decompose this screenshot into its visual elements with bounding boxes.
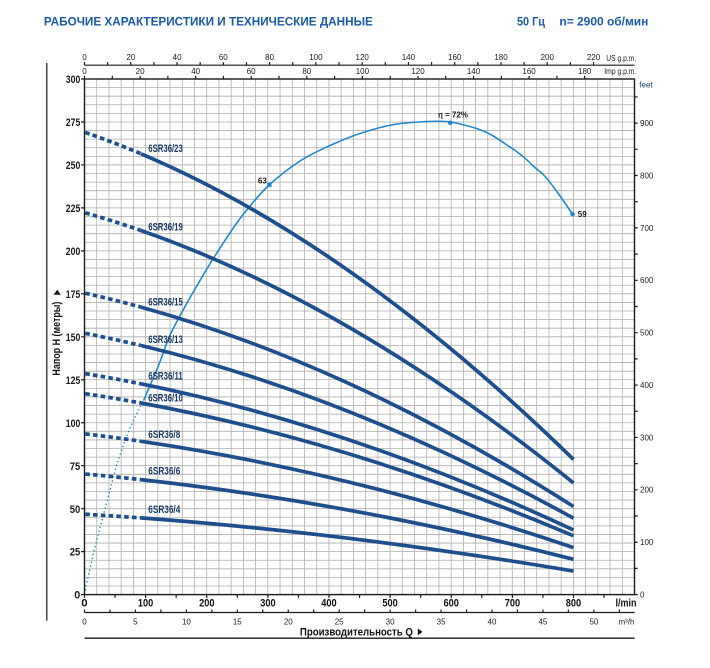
svg-text:200: 200 [66, 246, 81, 258]
svg-text:160: 160 [522, 67, 536, 76]
svg-text:300: 300 [640, 433, 654, 442]
svg-text:0: 0 [640, 591, 645, 600]
svg-text:400: 400 [321, 597, 336, 609]
svg-text:120: 120 [411, 67, 425, 76]
svg-text:100: 100 [66, 418, 81, 430]
svg-text:Производительность Q: Производительность Q [300, 627, 413, 639]
svg-text:0: 0 [82, 53, 87, 62]
svg-text:275: 275 [66, 117, 81, 129]
svg-text:75: 75 [70, 461, 81, 473]
svg-text:150: 150 [66, 332, 81, 344]
svg-text:220: 220 [587, 53, 601, 62]
svg-text:200: 200 [199, 597, 214, 609]
svg-text:600: 600 [640, 276, 654, 285]
svg-text:180: 180 [494, 53, 508, 62]
svg-text:100: 100 [309, 53, 323, 62]
svg-text:6SR36/6: 6SR36/6 [148, 466, 180, 478]
svg-text:feet: feet [639, 81, 653, 90]
svg-text:800: 800 [640, 171, 654, 180]
svg-text:m³/h: m³/h [619, 617, 635, 626]
svg-text:50: 50 [589, 617, 598, 626]
svg-text:80: 80 [265, 53, 274, 62]
svg-text:20: 20 [284, 617, 293, 626]
svg-text:Imp g.p.m.: Imp g.p.m. [604, 67, 636, 76]
svg-text:25: 25 [335, 617, 344, 626]
svg-text:6SR36/10: 6SR36/10 [148, 392, 183, 404]
svg-text:15: 15 [233, 617, 242, 626]
svg-text:0: 0 [81, 597, 87, 609]
svg-text:125: 125 [66, 375, 81, 387]
svg-text:6SR36/11: 6SR36/11 [148, 371, 183, 383]
svg-text:РАБОЧИЕ ХАРАКТЕРИСТИКИ И ТЕХНИ: РАБОЧИЕ ХАРАКТЕРИСТИКИ И ТЕХНИЧЕСКИЕ ДАН… [44, 14, 373, 28]
svg-text:250: 250 [66, 160, 81, 172]
svg-text:η = 72%: η = 72% [438, 110, 468, 119]
svg-text:80: 80 [302, 67, 311, 76]
svg-text:6SR36/19: 6SR36/19 [148, 222, 183, 234]
svg-text:6SR36/8: 6SR36/8 [148, 429, 180, 441]
svg-text:10: 10 [182, 617, 191, 626]
svg-text:225: 225 [66, 203, 81, 215]
svg-text:100: 100 [356, 67, 370, 76]
svg-text:US g.p.m.: US g.p.m. [606, 54, 636, 63]
svg-text:20: 20 [136, 67, 145, 76]
svg-text:400: 400 [640, 381, 654, 390]
svg-text:25: 25 [70, 547, 81, 559]
svg-text:0: 0 [82, 617, 87, 626]
svg-text:160: 160 [448, 53, 462, 62]
svg-text:500: 500 [640, 329, 654, 338]
svg-text:n= 2900 об/мин: n= 2900 об/мин [559, 14, 648, 28]
svg-text:140: 140 [467, 67, 481, 76]
svg-text:l/min: l/min [616, 597, 637, 609]
svg-text:5: 5 [133, 617, 138, 626]
svg-text:200: 200 [640, 486, 654, 495]
svg-text:63: 63 [258, 177, 267, 186]
svg-text:60: 60 [219, 53, 228, 62]
svg-text:Напор H (метры): Напор H (метры) [51, 301, 63, 375]
svg-text:300: 300 [260, 597, 275, 609]
svg-text:800: 800 [566, 597, 581, 609]
svg-text:200: 200 [541, 53, 555, 62]
svg-text:40: 40 [191, 67, 200, 76]
svg-text:50 Гц: 50 Гц [517, 14, 546, 28]
svg-text:30: 30 [386, 617, 395, 626]
svg-text:6SR36/23: 6SR36/23 [148, 143, 183, 155]
svg-text:700: 700 [505, 597, 520, 609]
svg-text:6SR36/13: 6SR36/13 [148, 334, 183, 346]
svg-text:500: 500 [382, 597, 397, 609]
svg-text:0: 0 [82, 67, 87, 76]
svg-text:0: 0 [74, 590, 80, 602]
svg-text:20: 20 [126, 53, 135, 62]
svg-text:59: 59 [578, 210, 587, 219]
svg-text:100: 100 [640, 538, 654, 547]
svg-text:140: 140 [402, 53, 416, 62]
svg-text:60: 60 [247, 67, 256, 76]
svg-text:700: 700 [640, 224, 654, 233]
svg-text:6SR36/15: 6SR36/15 [148, 297, 183, 309]
svg-text:50: 50 [70, 504, 81, 516]
svg-text:300: 300 [66, 74, 81, 86]
svg-text:40: 40 [173, 53, 182, 62]
svg-text:45: 45 [538, 617, 547, 626]
svg-text:175: 175 [66, 289, 81, 301]
svg-text:600: 600 [444, 597, 459, 609]
svg-text:120: 120 [356, 53, 370, 62]
svg-text:6SR36/4: 6SR36/4 [148, 504, 181, 516]
svg-text:35: 35 [437, 617, 446, 626]
svg-text:900: 900 [640, 119, 654, 128]
svg-text:40: 40 [488, 617, 497, 626]
svg-text:100: 100 [138, 597, 153, 609]
svg-text:180: 180 [578, 67, 592, 76]
